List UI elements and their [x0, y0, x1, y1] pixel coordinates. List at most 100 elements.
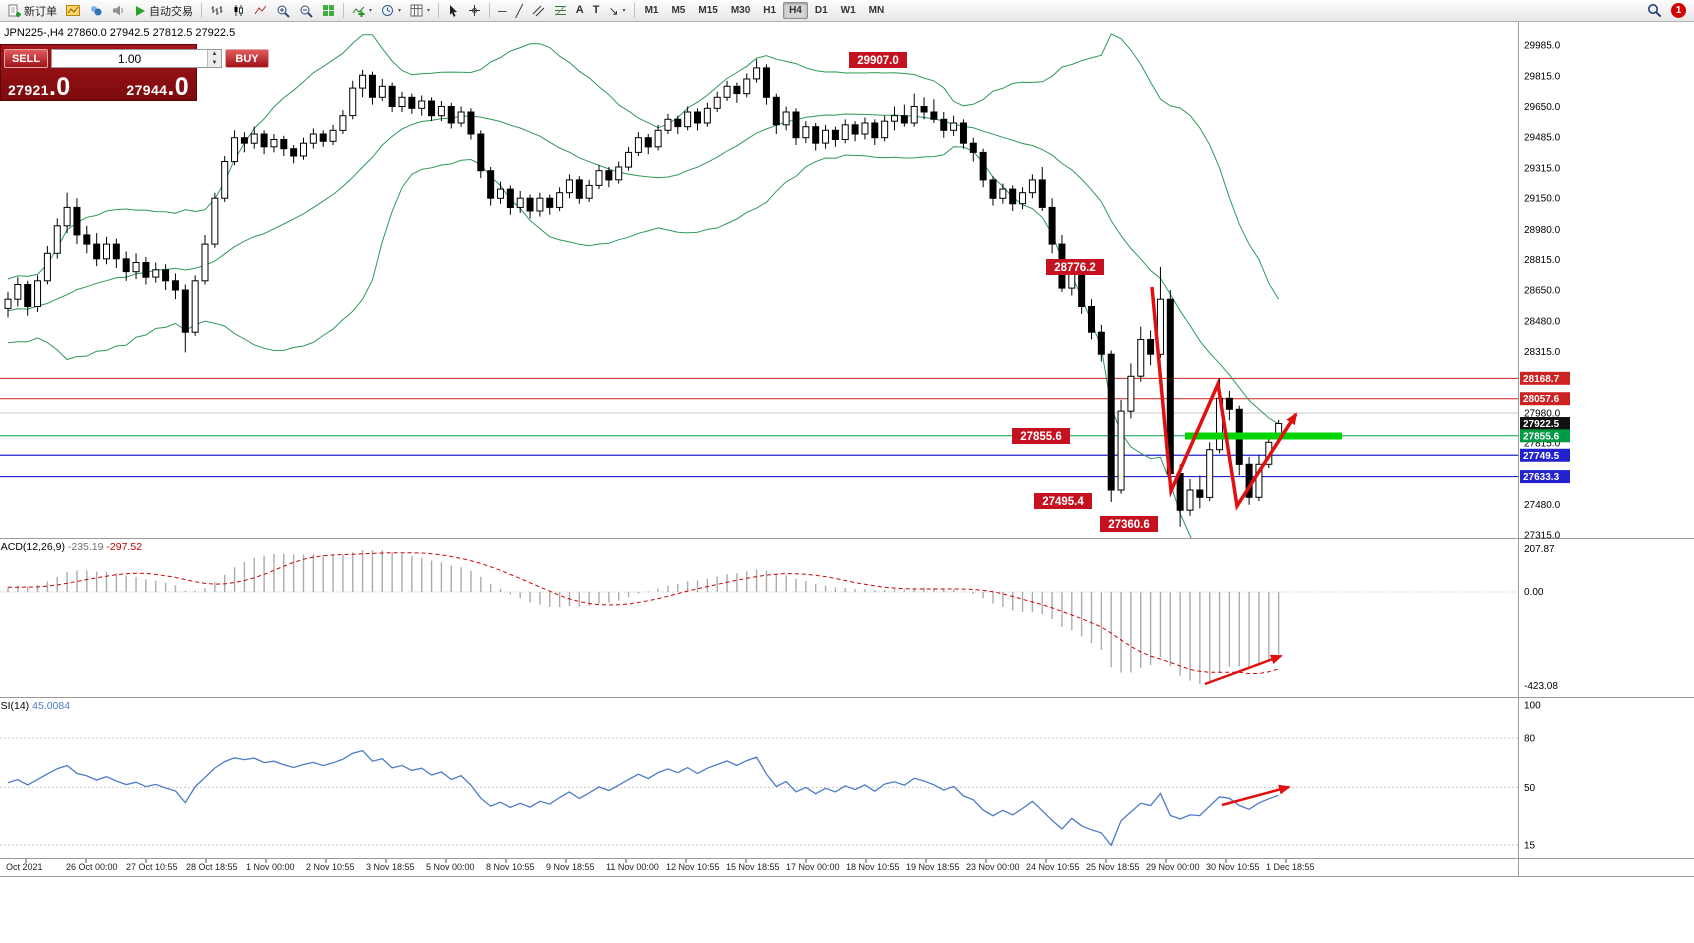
candle-body [329, 129, 337, 142]
candle-body [595, 170, 603, 186]
price-scale-label: 29315.0 [1524, 163, 1561, 174]
new-order-button[interactable]: 新订单 [4, 1, 61, 20]
volume-up-button[interactable]: ▲ [208, 50, 221, 59]
time-axis-label: 19 Nov 18:55 [906, 862, 960, 872]
arrows-button[interactable]: ↘ ▾ [604, 1, 629, 20]
candle-body [615, 166, 623, 181]
text-button[interactable]: A [572, 1, 588, 20]
zoom-in-button[interactable] [272, 1, 294, 20]
candle-body [664, 118, 672, 131]
bar-chart-button[interactable] [206, 1, 227, 20]
price-scale-tag [1520, 417, 1570, 431]
crosshair-button[interactable] [464, 1, 485, 20]
sell-button[interactable]: SELL [4, 49, 48, 68]
open-chart-button[interactable] [62, 1, 84, 20]
candle-body [1038, 179, 1046, 208]
timeframe-d1-button[interactable]: D1 [809, 2, 834, 19]
notification-badge[interactable]: 1 [1671, 3, 1686, 18]
candle-body [4, 298, 12, 309]
crosshair-icon [469, 5, 481, 16]
candle-body [674, 118, 682, 128]
candle-body [142, 262, 150, 278]
volume-down-button[interactable]: ▼ [208, 58, 221, 67]
price-scale-tag [1520, 448, 1570, 462]
rsi-name: RSI(14) [0, 700, 30, 712]
line-chart-button[interactable] [250, 1, 271, 20]
rsi-value: 45.0084 [32, 700, 71, 712]
price-scale-tag-text: 27922.5 [1523, 419, 1560, 430]
candle-body [132, 262, 140, 273]
horizontal-line-button[interactable]: ─ [494, 1, 511, 20]
candle-body [398, 96, 406, 108]
price-scale-label: 27480.0 [1524, 500, 1561, 511]
timeframe-h4-button[interactable]: H4 [783, 2, 808, 19]
timeframe-m15-button[interactable]: M15 [692, 2, 723, 19]
candle-body [378, 85, 386, 98]
sound-alert-button[interactable] [108, 1, 129, 20]
cursor-icon [450, 5, 458, 17]
candle-body [851, 124, 859, 135]
periods-button[interactable]: ▾ [377, 1, 405, 20]
price-scale-label: 29815.0 [1524, 72, 1561, 83]
candle-body [1147, 339, 1155, 355]
timeframe-m1-button[interactable]: M1 [639, 2, 665, 19]
text-icon: A [575, 4, 584, 16]
indicators-button[interactable]: ▾ [348, 1, 376, 20]
timeframe-m5-button[interactable]: M5 [665, 2, 691, 19]
time-axis-label: Oct 2021 [6, 862, 43, 872]
autotrading-label: 自动交易 [149, 5, 193, 18]
buy-price-frac: .0 [167, 73, 189, 101]
timeframe-mn-button[interactable]: MN [863, 2, 891, 19]
profiles-button[interactable] [85, 1, 107, 20]
candle-body [437, 106, 445, 117]
candle-body [43, 252, 51, 282]
toolbar-separator [438, 3, 440, 18]
candle-body [891, 115, 898, 122]
volume-field: ▲ ▼ [51, 49, 222, 68]
price-scale-label: 27315.0 [1524, 530, 1561, 541]
zoom-out-button[interactable] [295, 1, 317, 20]
price-chart-canvas[interactable]: 29907.0 28776.2 27855.6 27495.4 27360.6 29985… [0, 22, 1694, 943]
trendline-button[interactable]: ╱ [512, 1, 527, 20]
symbol-ohlc-readout: JPN225-,H4 27860.0 27942.5 27812.5 27922… [4, 27, 236, 39]
templates-button[interactable]: ▾ [406, 1, 434, 20]
candle-body [526, 197, 534, 212]
candle-body [53, 225, 61, 254]
text-label-icon: T [592, 4, 600, 16]
candle-body [1225, 397, 1233, 410]
macd-indicator-label: MACD(12,26,9) -235.19 -297.52 [0, 541, 142, 553]
candle-body [349, 87, 357, 117]
candle-body [221, 161, 229, 199]
buy-button[interactable]: BUY [225, 49, 269, 68]
text-label-button[interactable]: T [589, 1, 604, 20]
candle-body [408, 96, 416, 109]
zoom-out-icon [300, 5, 313, 18]
autotrade-play-icon [136, 5, 145, 16]
channel-button[interactable] [528, 1, 549, 20]
main-toolbar: 新订单 自动交易 ▾ ▾ ▾ [0, 0, 1694, 22]
time-axis-label: 1 Dec 18:55 [1266, 862, 1315, 872]
price-scale-label: 29150.0 [1524, 194, 1561, 205]
bollinger-band-line [7, 113, 1279, 425]
candle-body [920, 106, 928, 113]
timeframe-m30-button[interactable]: M30 [725, 2, 756, 19]
candle-body [487, 170, 495, 199]
timeframe-h1-button[interactable]: H1 [757, 2, 782, 19]
volume-input[interactable] [52, 50, 207, 67]
candle-body [546, 197, 554, 208]
price-scale-label: 27815.0 [1524, 439, 1561, 450]
candle-body [644, 137, 652, 148]
candle-body [516, 197, 524, 208]
autotrading-button[interactable]: 自动交易 [130, 1, 197, 20]
macd-scale-label: 0.00 [1524, 587, 1544, 598]
rsi-scale-label: 80 [1524, 733, 1536, 744]
candlestick-chart-button[interactable] [228, 1, 249, 20]
cursor-button[interactable] [443, 1, 463, 20]
timeframe-w1-button[interactable]: W1 [835, 2, 862, 19]
search-button[interactable] [1643, 1, 1666, 20]
bar-chart-icon [211, 6, 223, 15]
sell-price: 27921.0 [8, 75, 71, 100]
time-axis-label: 18 Nov 10:55 [846, 862, 900, 872]
candle-body [428, 100, 436, 117]
fibonacci-button[interactable] [550, 1, 571, 20]
